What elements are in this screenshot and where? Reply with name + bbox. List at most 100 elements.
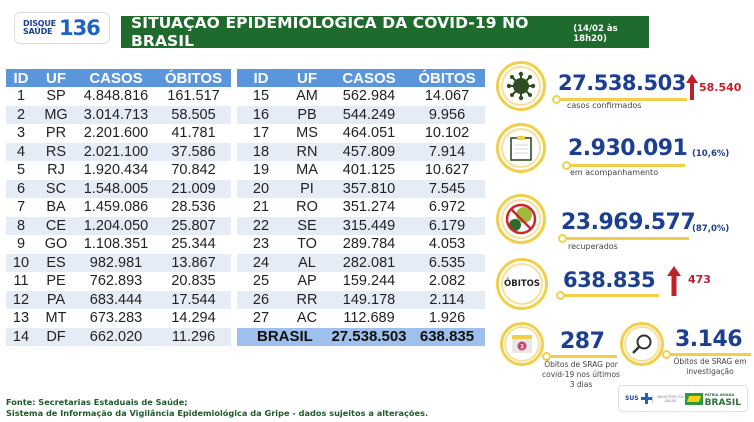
cell-casos: 315.449	[329, 216, 409, 235]
logo-number: 136	[58, 16, 101, 40]
table-row: 5 RJ 1.920.434 70.842	[6, 161, 231, 180]
cell-casos: 357.810	[329, 179, 409, 198]
confirmed-cases-value: 27.538.503	[558, 71, 686, 95]
cell-obitos: 17.544	[156, 290, 231, 309]
table-row: 15 AM 562.984 14.067	[237, 87, 485, 106]
cell-obitos: 28.536	[171, 199, 216, 216]
table-row: 24 AL 282.081 6.535	[237, 253, 485, 272]
cell-uf: TO	[297, 236, 317, 253]
cell-casos: 1.920.434	[83, 162, 149, 179]
table-row: 2 MG 3.014.713 58.505	[6, 105, 231, 124]
cell-uf: PR	[45, 125, 67, 142]
label-line: covid-19 nos últimos	[542, 370, 620, 379]
cell-obitos: 1.926	[428, 310, 466, 327]
cell-id: 14	[6, 327, 36, 346]
footer-line1: Fonte: Secretarias Estaduais de Saúde;	[6, 397, 188, 407]
cell-obitos: 70.842	[171, 162, 216, 179]
cell-casos: 1.108.351	[83, 236, 149, 253]
underline	[567, 164, 685, 167]
report-date: (14/02 às 18h20)	[573, 24, 618, 44]
cell-id: 12	[6, 290, 36, 309]
deaths-badge-ring: ÓBITOS	[496, 258, 548, 310]
table-header: ID UF CASOS ÓBITOS	[6, 69, 231, 87]
page-title: SITUAÇÃO EPIDEMIOLÓGICA DA COVID-19 NO B…	[131, 14, 529, 50]
cell-id: 15	[252, 88, 270, 105]
magnifier-icon	[632, 334, 652, 354]
cell-obitos: 20.835	[171, 273, 216, 290]
cell-id: 13	[12, 310, 30, 327]
table-row: 1 SP 4.848.816 161.517	[6, 87, 231, 106]
table-row: 3 PR 2.201.600 41.781	[6, 124, 231, 143]
cell-casos: 112.689	[343, 310, 395, 327]
cell-id: 8	[6, 216, 36, 235]
cell-uf: PE	[46, 273, 66, 290]
cell-id: 1	[16, 88, 26, 105]
label-line: Óbitos de SRAG por	[544, 360, 618, 369]
col-uf: UF	[36, 69, 76, 87]
underline-dot	[562, 161, 571, 170]
recovered-icon-ring	[496, 194, 546, 244]
cell-uf: RS	[36, 142, 76, 161]
label-line: investigação	[686, 367, 734, 376]
cell-uf: SC	[36, 179, 76, 198]
cell-casos: 544.249	[329, 105, 409, 124]
table-row: 25 AP 159.244 2.082	[237, 272, 485, 291]
cell-obitos: 6.535	[409, 253, 485, 272]
cell-uf: AP	[297, 273, 317, 290]
cell-id: 6	[6, 179, 36, 198]
followup-label: em acompanhamento	[570, 168, 659, 177]
patria-text: PÁTRIA AMADA	[704, 392, 735, 397]
cell-obitos: 2.082	[428, 273, 466, 290]
underline-dot	[552, 95, 561, 104]
table-row: 4 RS 2.021.100 37.586	[6, 142, 231, 161]
states-table-left: ID UF CASOS ÓBITOS 1 SP 4.848.816 161.517 2 M…	[6, 69, 231, 346]
disque-saude-136-logo: DISQUE SAÚDE 136	[14, 12, 110, 44]
cell-casos: 2.021.100	[76, 142, 156, 161]
logo-text: DISQUE SAÚDE	[23, 20, 56, 36]
total-label: BRASIL	[237, 327, 329, 346]
cell-obitos: 10.627	[424, 162, 470, 179]
cell-casos: 562.984	[342, 88, 396, 105]
label-line: Óbitos de SRAG em	[673, 357, 747, 366]
cell-casos: 4.848.816	[83, 88, 149, 105]
cell-uf: ES	[36, 253, 76, 272]
followup-value: 2.930.091	[568, 136, 688, 161]
cross-icon	[640, 393, 652, 404]
cell-obitos: 13.867	[156, 253, 231, 272]
followup-pct: (10,6%)	[692, 149, 730, 159]
cell-uf: RR	[285, 290, 329, 309]
recovered-pct: (87,0%)	[692, 224, 730, 234]
cell-casos: 149.178	[329, 290, 409, 309]
confirmed-icon-ring	[496, 61, 546, 111]
cell-casos: 673.283	[89, 310, 143, 327]
cell-obitos: 41.781	[171, 125, 216, 142]
underline-dot	[556, 291, 565, 300]
cell-id: 24	[237, 253, 285, 272]
cell-obitos: 14.294	[171, 310, 216, 327]
table-row: 20 PI 357.810 7.545	[237, 179, 485, 198]
cell-casos: 3.014.713	[76, 105, 156, 124]
table-row: 18 RN 457.809 7.914	[237, 142, 485, 161]
table-row: 22 SE 315.449 6.179	[237, 216, 485, 235]
deaths-badge: ÓBITOS	[503, 279, 540, 289]
source-footer: Fonte: Secretarias Estaduais de Saúde; S…	[6, 397, 428, 419]
cell-id: 21	[252, 199, 270, 216]
cell-id: 16	[237, 105, 285, 124]
cell-obitos: 25.344	[171, 236, 216, 253]
cell-casos: 762.893	[89, 273, 143, 290]
underline	[563, 237, 689, 240]
cell-uf: PI	[285, 179, 329, 198]
table-row: 11 PE 762.893 20.835	[6, 272, 231, 291]
total-obitos: 638.835	[409, 327, 485, 346]
cell-id: 4	[6, 142, 36, 161]
underline	[667, 353, 751, 356]
srag-3days-value: 287	[560, 329, 605, 354]
col-casos: CASOS	[329, 69, 409, 87]
cell-uf: MG	[36, 105, 76, 124]
cell-uf: MA	[296, 162, 318, 179]
underline-dot	[558, 234, 567, 243]
table-row: 9 GO 1.108.351 25.344	[6, 235, 231, 254]
cell-obitos: 11.296	[156, 327, 231, 346]
cell-id: 20	[237, 179, 285, 198]
confirmed-label: casos confirmados	[567, 101, 642, 110]
